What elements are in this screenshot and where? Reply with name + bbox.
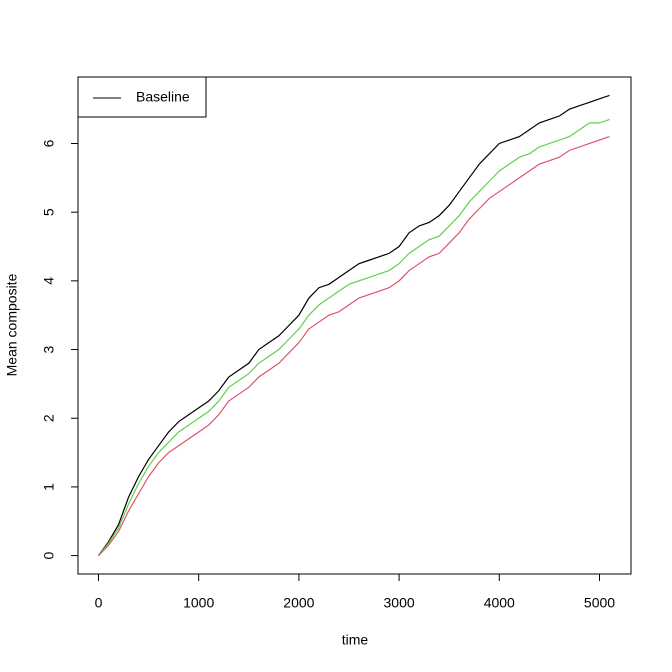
x-tick-label: 5000: [584, 595, 615, 611]
y-tick-label: 1: [41, 483, 57, 491]
y-tick-label: 5: [41, 208, 57, 216]
series-line: [98, 136, 610, 557]
y-axis-label: Mean composite: [4, 273, 20, 376]
y-tick-label: 0: [41, 551, 57, 559]
x-tick-label: 3000: [384, 595, 415, 611]
y-tick-label: 4: [41, 277, 57, 285]
y-tick-label: 6: [41, 139, 57, 147]
legend-box: [77, 76, 207, 118]
x-tick-label: 1000: [183, 595, 214, 611]
x-tick-label: 2000: [283, 595, 314, 611]
series-line: [97, 94, 610, 556]
plot-frame: [77, 76, 632, 575]
legend-label: Baseline: [136, 89, 190, 105]
x-axis-label: time: [342, 632, 369, 648]
y-tick-label: 2: [41, 414, 57, 422]
x-tick-label: 4000: [484, 595, 515, 611]
series-line: [98, 118, 610, 556]
y-tick-label: 3: [41, 345, 57, 353]
x-tick-label: 0: [95, 595, 103, 611]
